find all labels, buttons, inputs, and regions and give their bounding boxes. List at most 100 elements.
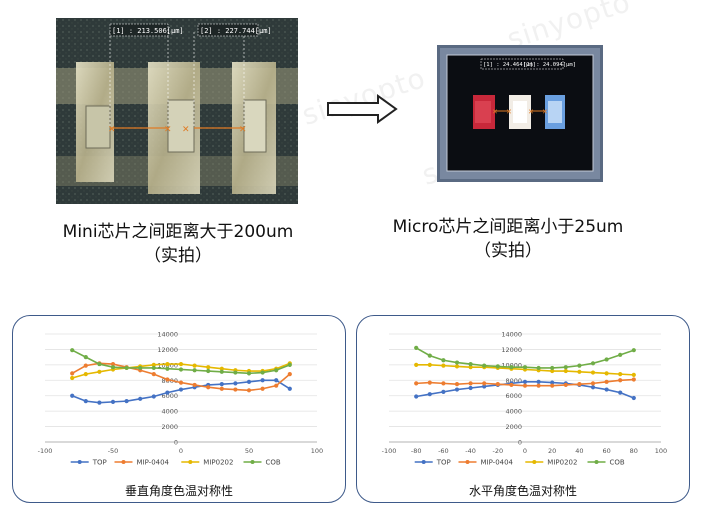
data-point bbox=[468, 385, 473, 391]
legend-entry: COB bbox=[243, 459, 281, 467]
svg-text:✕: ✕ bbox=[492, 108, 498, 116]
mini-caption: Mini芯片之间距离大于200um （实拍） bbox=[38, 220, 318, 268]
data-point bbox=[70, 375, 75, 381]
y-tick-label: 0 bbox=[174, 439, 178, 447]
svg-text:✕: ✕ bbox=[506, 108, 512, 116]
data-point bbox=[414, 394, 419, 399]
legend-marker bbox=[188, 460, 193, 464]
y-tick-label: 8000 bbox=[505, 377, 522, 385]
data-point bbox=[151, 372, 156, 377]
data-point bbox=[138, 396, 143, 401]
x-tick-label: 100 bbox=[655, 447, 667, 455]
x-tick-label: -100 bbox=[382, 447, 397, 455]
data-point bbox=[495, 364, 500, 369]
data-point bbox=[427, 353, 432, 358]
data-point bbox=[274, 378, 279, 383]
data-point bbox=[287, 362, 292, 367]
mini-caption-title: Mini芯片之间距离大于200um bbox=[62, 222, 294, 242]
series-line-mip-0404 bbox=[71, 362, 291, 392]
data-point bbox=[83, 355, 88, 360]
data-point bbox=[110, 365, 116, 370]
x-tick-label: -100 bbox=[38, 447, 53, 455]
data-point bbox=[206, 368, 211, 374]
data-point bbox=[454, 382, 460, 387]
data-point bbox=[192, 368, 197, 373]
micro-caption-note: （实拍） bbox=[474, 241, 542, 261]
data-point bbox=[631, 395, 636, 401]
horizontal-angle-chart: 02000400060008000100001200014000-100-80-… bbox=[382, 331, 668, 467]
legend-entry: MIP0202 bbox=[181, 459, 233, 467]
y-tick-label: 2000 bbox=[161, 423, 178, 431]
data-point bbox=[604, 379, 609, 384]
x-tick-label: 0 bbox=[523, 447, 527, 455]
legend-entry: TOP bbox=[414, 459, 451, 467]
data-point bbox=[550, 383, 555, 388]
data-point bbox=[219, 366, 224, 371]
legend-entry: TOP bbox=[70, 459, 107, 467]
data-point bbox=[178, 380, 184, 385]
legend-marker bbox=[77, 460, 82, 464]
data-point bbox=[577, 382, 582, 387]
chart-title: 垂直角度色温对称性 bbox=[124, 484, 233, 498]
micro-chip-photo: ✕ ✕ ✕ ✕ [1] : 24.464[μm] [2] : 24.094[μm… bbox=[437, 45, 603, 182]
data-point bbox=[563, 368, 568, 374]
data-point bbox=[70, 393, 75, 398]
x-tick-label: -80 bbox=[411, 447, 422, 455]
y-tick-label: 4000 bbox=[161, 408, 178, 416]
data-point bbox=[97, 361, 102, 367]
data-point bbox=[151, 394, 156, 399]
svg-text:✕: ✕ bbox=[164, 125, 172, 135]
data-point bbox=[414, 381, 419, 386]
y-tick-label: 4000 bbox=[505, 408, 522, 416]
data-point bbox=[110, 399, 116, 404]
data-point bbox=[219, 382, 224, 387]
legend-label: MIP0202 bbox=[203, 459, 233, 467]
data-point bbox=[233, 381, 238, 386]
data-point bbox=[97, 400, 102, 405]
data-point bbox=[233, 370, 238, 375]
legend-label: COB bbox=[610, 459, 625, 467]
data-point bbox=[70, 371, 75, 376]
data-point bbox=[260, 386, 265, 391]
data-point bbox=[427, 392, 432, 397]
data-point bbox=[414, 345, 419, 350]
legend-marker bbox=[465, 460, 470, 464]
x-tick-label: 100 bbox=[311, 447, 323, 455]
data-point bbox=[219, 386, 224, 391]
data-point bbox=[178, 387, 184, 392]
data-point bbox=[219, 369, 224, 374]
data-point bbox=[441, 363, 446, 368]
data-point bbox=[246, 371, 252, 376]
legend-label: MIP-0404 bbox=[137, 459, 170, 467]
mini-chip-photo: ✕ ✕ ✕ ✕ [1] : 213.506[μm] [2] : 227.744[… bbox=[56, 18, 298, 204]
legend-entry: MIP0202 bbox=[525, 459, 577, 467]
data-point bbox=[192, 382, 197, 388]
data-point bbox=[97, 369, 102, 374]
data-point bbox=[124, 399, 129, 404]
data-point bbox=[590, 381, 596, 386]
legend-label: TOP bbox=[436, 459, 451, 467]
data-point bbox=[577, 369, 582, 374]
legend-marker bbox=[532, 460, 537, 464]
data-point bbox=[454, 387, 460, 392]
data-point bbox=[604, 387, 609, 392]
x-tick-label: -50 bbox=[108, 447, 119, 455]
y-tick-label: 14000 bbox=[501, 331, 522, 339]
data-point bbox=[151, 365, 156, 371]
data-point bbox=[482, 384, 487, 389]
legend-label: MIP0202 bbox=[547, 459, 577, 467]
data-point bbox=[468, 361, 473, 367]
x-tick-label: 20 bbox=[548, 447, 556, 455]
data-point bbox=[522, 365, 528, 370]
x-tick-label: -20 bbox=[492, 447, 503, 455]
vertical-angle-chart: 02000400060008000100001200014000-100-500… bbox=[38, 331, 324, 467]
data-point bbox=[414, 362, 419, 367]
data-point bbox=[482, 363, 487, 368]
legend-marker bbox=[594, 460, 599, 464]
data-point bbox=[550, 368, 555, 374]
y-tick-label: 6000 bbox=[161, 392, 178, 400]
data-point bbox=[618, 390, 623, 395]
data-point bbox=[138, 365, 143, 371]
micro-measure-2: [2] : 24.094[μm] bbox=[523, 62, 576, 68]
data-point bbox=[590, 370, 596, 375]
